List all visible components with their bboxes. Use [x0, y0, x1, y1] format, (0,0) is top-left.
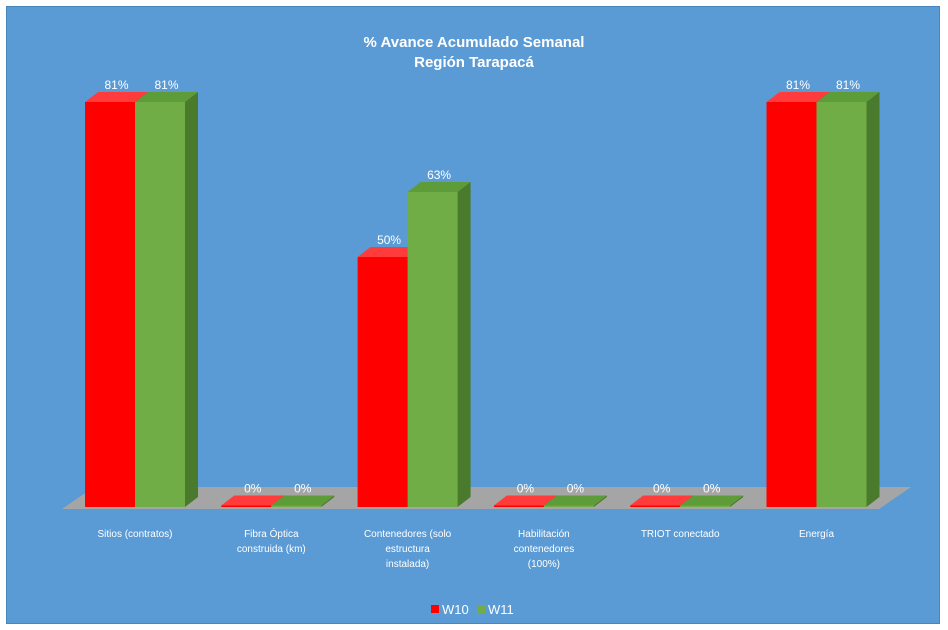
category-label-2-1: estructura — [385, 544, 430, 555]
category-label-3-1: contenedores — [514, 544, 575, 555]
category-label-3-2: (100%) — [528, 559, 560, 570]
data-label-w10-4: 0% — [653, 482, 671, 496]
bar-top-w11-5 — [816, 92, 880, 102]
bar-top-w10-3 — [493, 495, 557, 506]
category-label-1-0: Fibra Óptica — [244, 527, 299, 540]
bar-side-w11-1 — [321, 495, 335, 507]
category-label-0-0: Sitios (contratos) — [97, 529, 172, 540]
bar-top-w10-2 — [357, 247, 421, 257]
data-label-w11-3: 0% — [567, 482, 585, 496]
bar-w10-4 — [630, 505, 681, 507]
data-label-w11-5: 81% — [836, 78, 860, 92]
bar-w11-5 — [816, 102, 867, 507]
category-label-1-1: construida (km) — [237, 544, 306, 555]
data-label-w10-1: 0% — [244, 482, 262, 496]
category-labels-group: Sitios (contratos) Fibra Óptica construida… — [97, 527, 834, 570]
category-label-5-0: Energía — [799, 529, 834, 540]
bar-top-w10-4 — [630, 495, 694, 506]
bar-side-w11-4 — [730, 495, 744, 507]
bar-side-w11-2 — [457, 182, 471, 507]
bar-side-w11-0 — [185, 92, 198, 507]
data-label-w11-1: 0% — [294, 482, 312, 496]
data-label-w10-2: 50% — [377, 233, 401, 247]
chart-subtitle: Región Tarapacá — [414, 54, 534, 71]
bar-top-w11-3 — [543, 495, 607, 506]
category-label-2-0: Contenedores (solo — [364, 529, 452, 540]
legend-label-w11: W11 — [488, 602, 514, 617]
bar-side-w11-5 — [866, 92, 880, 507]
bar-w11-3 — [543, 505, 594, 507]
category-label-3-0: Habilitación — [518, 529, 570, 540]
bar-chart: % Avance Acumulado Semanal Región Tarapa… — [62, 34, 911, 617]
bar-w10-5 — [766, 102, 817, 507]
bar-top-w11-1 — [271, 495, 335, 506]
data-label-w11-0: 81% — [154, 78, 178, 92]
data-labels-group: 81% 81% 0% 0% 50% 63% 0% 0% 0% 0% 81% 81% — [104, 78, 860, 496]
bar-w11-4 — [680, 505, 731, 507]
bar-top-w10-5 — [766, 92, 830, 102]
bar-top-w11-4 — [680, 495, 744, 506]
data-label-w10-3: 0% — [517, 482, 535, 496]
bar-w10-1 — [221, 505, 272, 507]
legend-label-w10: W10 — [442, 602, 469, 617]
data-label-w11-4: 0% — [703, 482, 721, 496]
bar-top-w10-1 — [221, 495, 285, 506]
bar-top-w11-0 — [135, 92, 198, 102]
bar-top-w10-0 — [85, 92, 148, 102]
bar-w10-2 — [357, 257, 408, 507]
legend-swatch-w10 — [431, 605, 439, 613]
bar-w10-3 — [493, 505, 544, 507]
category-label-2-2: instalada) — [386, 559, 429, 570]
bar-w10-0 — [85, 102, 135, 507]
chart-area: % Avance Acumulado Semanal Región Tarapa… — [6, 6, 940, 624]
bar-top-w11-2 — [407, 182, 471, 192]
bar-w11-0 — [135, 102, 185, 507]
chart-title: % Avance Acumulado Semanal — [364, 34, 585, 51]
legend-swatch-w11 — [477, 605, 485, 613]
data-label-w10-0: 81% — [104, 78, 128, 92]
data-label-w10-5: 81% — [786, 78, 810, 92]
data-label-w11-2: 63% — [427, 168, 451, 182]
bar-w11-2 — [407, 192, 458, 507]
bar-w11-1 — [271, 505, 322, 507]
legend: W10 W11 — [431, 602, 514, 617]
bar-side-w11-3 — [593, 495, 607, 507]
category-label-4-0: TRIOT conectado — [641, 529, 720, 540]
bars-group — [85, 92, 880, 507]
